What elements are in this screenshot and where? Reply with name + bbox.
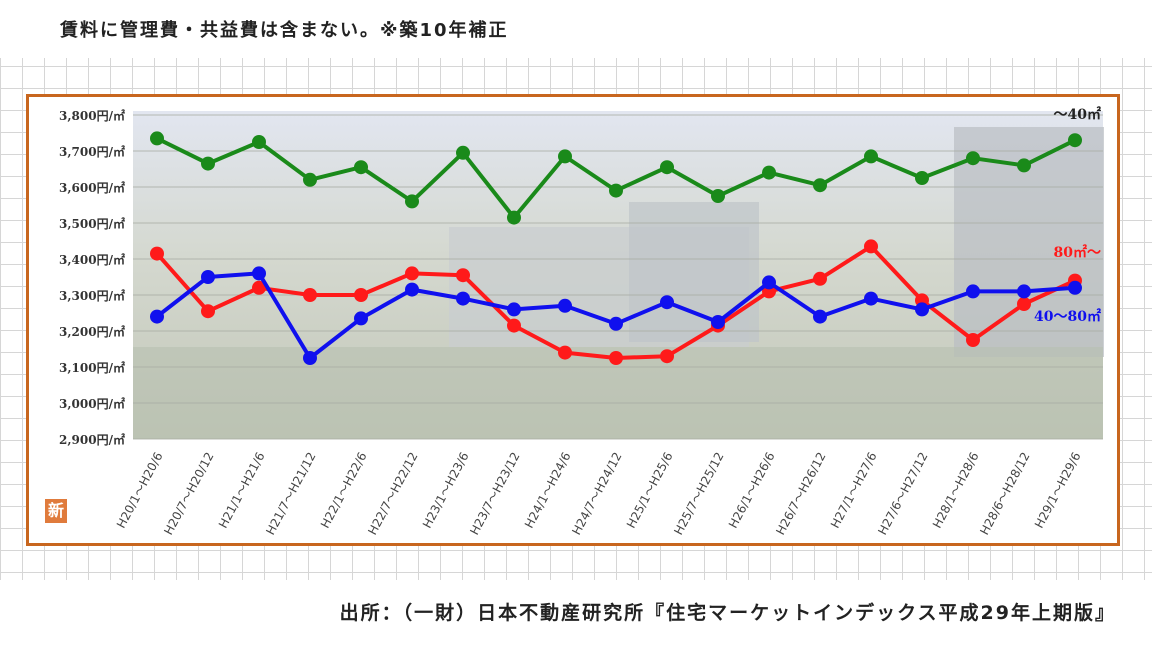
x-tick-label: H25/1～H25/6	[624, 450, 676, 531]
source-citation: 出所：（一財）日本不動産研究所『住宅マーケットインデックス平成29年上期版』	[339, 602, 1116, 624]
data-point	[405, 194, 419, 209]
data-point	[660, 295, 674, 310]
x-tick-label: H26/1～H26/6	[726, 450, 778, 531]
new-badge: 新	[45, 499, 67, 523]
x-tick-label: H27/1～H27/6	[828, 450, 880, 531]
data-point	[558, 345, 572, 360]
data-point	[405, 282, 419, 297]
y-tick-label: 3,300円/㎡	[59, 288, 125, 303]
data-point	[303, 288, 317, 302]
y-axis-ticks: 2,900円/㎡ 3,000円/㎡ 3,100円/㎡ 3,200円/㎡ 3,300円/㎡…	[59, 108, 125, 447]
x-tick-label: H27/6～H27/12	[875, 450, 930, 537]
y-tick-label: 3,400円/㎡	[59, 252, 125, 267]
y-tick-label: 3,800円/㎡	[59, 108, 125, 123]
data-point	[915, 171, 929, 185]
data-point	[354, 288, 368, 302]
x-tick-label: H22/1～H22/6	[318, 450, 370, 531]
data-point	[456, 145, 470, 160]
series-label: 80㎡～	[1054, 244, 1101, 261]
rent-trend-chart: 2,900円/㎡ 3,000円/㎡ 3,100円/㎡ 3,200円/㎡ 3,300円/㎡…	[59, 106, 1104, 537]
data-point	[303, 172, 317, 187]
data-point	[864, 239, 878, 254]
x-tick-label: H28/1～H28/6	[930, 450, 982, 531]
data-point	[1068, 133, 1082, 148]
y-tick-label: 3,500円/㎡	[59, 216, 125, 231]
series-label: ～40㎡	[1054, 106, 1101, 123]
data-point	[813, 178, 827, 193]
chart-frame: 2,900円/㎡ 3,000円/㎡ 3,100円/㎡ 3,200円/㎡ 3,300円/㎡…	[26, 94, 1120, 546]
x-tick-label: H23/1～H23/6	[420, 450, 472, 531]
x-tick-label: H23/7～H23/12	[467, 450, 522, 537]
x-tick-label: H26/7～H26/12	[773, 450, 828, 537]
data-point	[864, 149, 878, 164]
plot-background-photo	[133, 111, 1104, 439]
data-point	[966, 333, 980, 347]
y-tick-label: 3,100円/㎡	[59, 360, 125, 375]
data-point	[405, 266, 419, 281]
data-point	[762, 165, 776, 180]
data-point	[507, 318, 521, 333]
data-point	[609, 183, 623, 198]
x-tick-label: H20/1～H20/6	[114, 450, 166, 531]
y-tick-label: 3,000円/㎡	[59, 396, 125, 411]
data-point	[354, 160, 368, 175]
data-point	[1017, 284, 1031, 299]
data-point	[558, 298, 572, 313]
data-point	[201, 270, 215, 284]
data-point	[252, 135, 266, 149]
data-point	[711, 189, 725, 203]
data-point	[660, 160, 674, 175]
data-point	[456, 291, 470, 306]
series-label: 40～80㎡	[1034, 308, 1101, 325]
data-point	[507, 210, 521, 225]
data-point	[609, 351, 623, 365]
header-note-bar: 賃料に管理費・共益費は含まない。※築10年補正	[0, 0, 1152, 58]
data-point	[150, 246, 164, 261]
data-point	[150, 131, 164, 146]
y-tick-label: 2,900円/㎡	[59, 432, 125, 447]
data-point	[201, 156, 215, 171]
data-point	[762, 275, 776, 290]
x-tick-label: H21/7～H21/12	[263, 450, 318, 537]
data-point	[252, 266, 266, 281]
series-lines	[150, 131, 1082, 365]
data-point	[354, 311, 368, 326]
x-tick-label: H22/7～H22/12	[365, 450, 420, 537]
data-point	[915, 302, 929, 317]
data-point	[813, 309, 827, 324]
x-tick-label: H21/1～H21/6	[216, 450, 268, 531]
data-point	[711, 315, 725, 329]
data-point	[201, 304, 215, 319]
source-bar: 出所：（一財）日本不動産研究所『住宅マーケットインデックス平成29年上期版』	[0, 580, 1152, 648]
data-point	[1068, 280, 1082, 295]
x-tick-label: H29/1～H29/6	[1032, 450, 1084, 531]
data-point	[966, 284, 980, 299]
data-point	[558, 149, 572, 164]
y-tick-label: 3,600円/㎡	[59, 180, 125, 195]
x-tick-label: H28/6～H28/12	[977, 450, 1032, 537]
x-tick-label: H25/7～H25/12	[671, 450, 726, 537]
data-point	[813, 271, 827, 286]
y-tick-label: 3,200円/㎡	[59, 324, 125, 339]
header-note: 賃料に管理費・共益費は含まない。※築10年補正	[60, 20, 509, 41]
data-point	[966, 151, 980, 166]
data-point	[507, 302, 521, 317]
data-point	[864, 291, 878, 306]
data-point	[303, 351, 317, 365]
data-point	[609, 316, 623, 331]
data-point	[456, 268, 470, 283]
x-tick-label: H20/7～H20/12	[161, 450, 216, 537]
data-point	[150, 309, 164, 324]
y-tick-label: 3,700円/㎡	[59, 144, 125, 159]
series-labels: ～40㎡ 80㎡～ 40～80㎡	[1034, 106, 1101, 325]
data-point	[660, 349, 674, 364]
x-tick-label: H24/1～H24/6	[522, 450, 574, 531]
data-point	[252, 280, 266, 295]
data-point	[1017, 297, 1031, 311]
x-tick-label: H24/7～H24/12	[569, 450, 624, 537]
data-point	[1017, 158, 1031, 173]
background-building-mid	[629, 202, 759, 342]
